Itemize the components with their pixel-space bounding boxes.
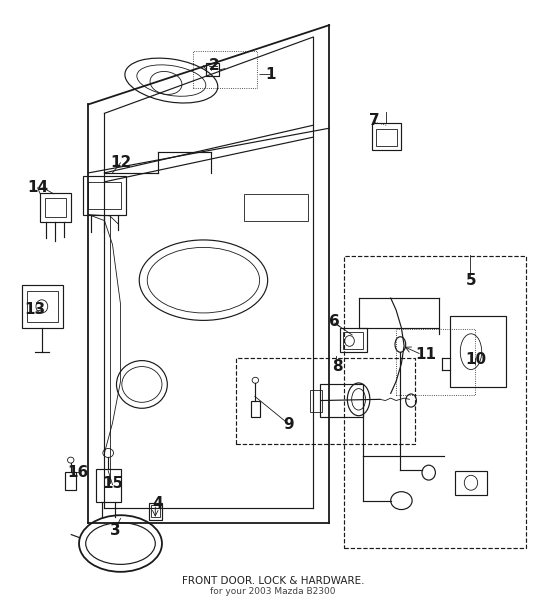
Bar <box>455 471 487 495</box>
Text: 16: 16 <box>67 465 88 480</box>
Bar <box>97 469 121 502</box>
Text: 6: 6 <box>329 314 340 330</box>
Bar <box>320 384 363 417</box>
Bar <box>21 285 63 328</box>
Bar <box>235 358 415 444</box>
Text: for your 2003 Mazda B2300: for your 2003 Mazda B2300 <box>210 587 336 596</box>
Bar <box>343 332 364 349</box>
Text: 8: 8 <box>332 359 342 374</box>
Text: 3: 3 <box>110 523 121 538</box>
Bar <box>206 63 219 77</box>
Text: 5: 5 <box>466 272 476 288</box>
Bar <box>40 193 72 222</box>
Bar <box>449 316 506 387</box>
Text: 9: 9 <box>284 417 294 432</box>
Text: 4: 4 <box>153 496 163 511</box>
Bar <box>251 401 260 417</box>
Text: 14: 14 <box>27 180 48 195</box>
Bar <box>66 472 76 490</box>
Text: 15: 15 <box>102 477 123 491</box>
Text: 12: 12 <box>110 154 131 170</box>
Bar <box>396 329 475 395</box>
Text: 11: 11 <box>415 347 436 362</box>
Bar <box>244 194 308 221</box>
Text: FRONT DOOR. LOCK & HARDWARE.: FRONT DOOR. LOCK & HARDWARE. <box>182 576 364 586</box>
Bar <box>372 123 401 150</box>
Text: 13: 13 <box>25 302 45 317</box>
Bar <box>83 176 126 215</box>
Bar <box>88 182 121 209</box>
Bar <box>193 51 257 88</box>
Bar <box>376 129 396 145</box>
Text: 2: 2 <box>209 58 219 73</box>
Bar <box>149 503 162 520</box>
Bar <box>340 328 366 351</box>
Bar <box>311 390 322 412</box>
Bar <box>151 505 159 517</box>
Text: 7: 7 <box>369 113 380 128</box>
Bar <box>27 291 58 322</box>
Bar <box>45 198 66 217</box>
Bar <box>343 257 526 548</box>
Text: 10: 10 <box>466 352 487 367</box>
Text: 1: 1 <box>265 67 276 82</box>
